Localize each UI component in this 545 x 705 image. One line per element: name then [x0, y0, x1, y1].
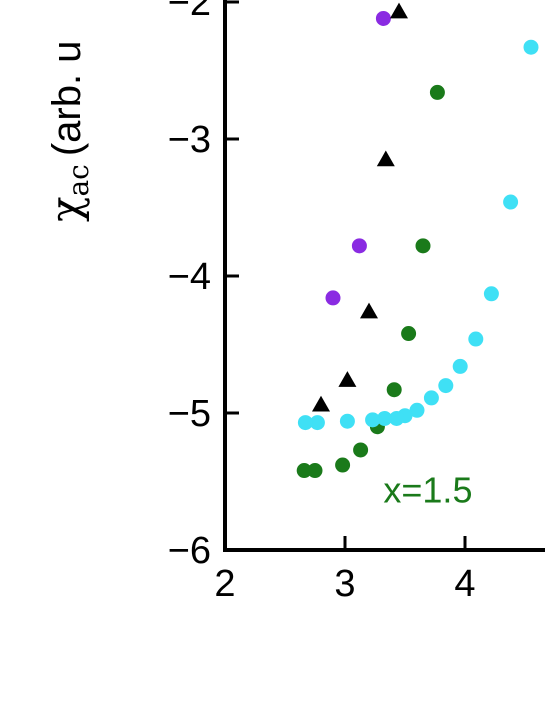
- data-point-triangle: [312, 395, 330, 412]
- axis-ticks: −6 −5 −4 −3 −2 2 3 4: [168, 0, 476, 605]
- data-point: [415, 238, 431, 254]
- y-axis-label: χac (arb. u: [41, 41, 95, 222]
- data-point: [296, 463, 312, 479]
- y-tick-label: −2: [168, 0, 211, 24]
- x-tick-label: 2: [214, 563, 235, 605]
- data-point: [377, 410, 393, 426]
- data-point-triangle: [338, 371, 357, 387]
- series-0: [325, 10, 391, 306]
- data-point-triangle: [390, 2, 408, 19]
- y-tick-label: −4: [168, 256, 211, 298]
- series-3: [297, 39, 539, 431]
- y-axis-symbol: χ: [41, 197, 90, 222]
- data-point: [307, 463, 323, 479]
- y-axis-subscript: ac: [62, 164, 95, 196]
- data-point: [438, 378, 454, 394]
- annotations: x=1.5: [383, 469, 472, 510]
- data-point: [503, 194, 519, 210]
- axis-labels: χac (arb. u: [41, 41, 95, 222]
- data-point: [309, 415, 325, 431]
- data-point: [409, 402, 425, 418]
- data-point: [335, 457, 351, 473]
- data-point: [386, 382, 402, 398]
- data-point: [389, 410, 405, 426]
- data-point: [483, 286, 499, 302]
- data-point: [325, 290, 341, 306]
- x-tick-label: 4: [454, 563, 475, 605]
- data-point: [452, 358, 468, 374]
- data-points: [296, 2, 539, 479]
- data-point-triangle: [376, 150, 395, 167]
- y-axis-unit: (arb. u: [45, 41, 89, 157]
- x-tick-label: 3: [334, 563, 355, 605]
- data-point: [353, 442, 369, 458]
- data-point: [429, 84, 445, 100]
- data-point: [351, 238, 367, 254]
- data-point: [423, 390, 439, 406]
- data-point: [401, 326, 417, 342]
- data-point: [365, 412, 381, 428]
- data-point-triangle: [360, 302, 378, 319]
- y-tick-label: −6: [168, 530, 211, 572]
- axes: [223, 0, 545, 552]
- y-tick-label: −3: [168, 119, 211, 161]
- data-point: [468, 331, 484, 347]
- series-1: [312, 2, 408, 412]
- data-point: [297, 415, 313, 431]
- data-point: [339, 413, 355, 429]
- series-annotation: x=1.5: [383, 469, 472, 510]
- data-point: [375, 10, 391, 26]
- y-tick-label: −5: [168, 393, 211, 435]
- data-point: [523, 39, 539, 55]
